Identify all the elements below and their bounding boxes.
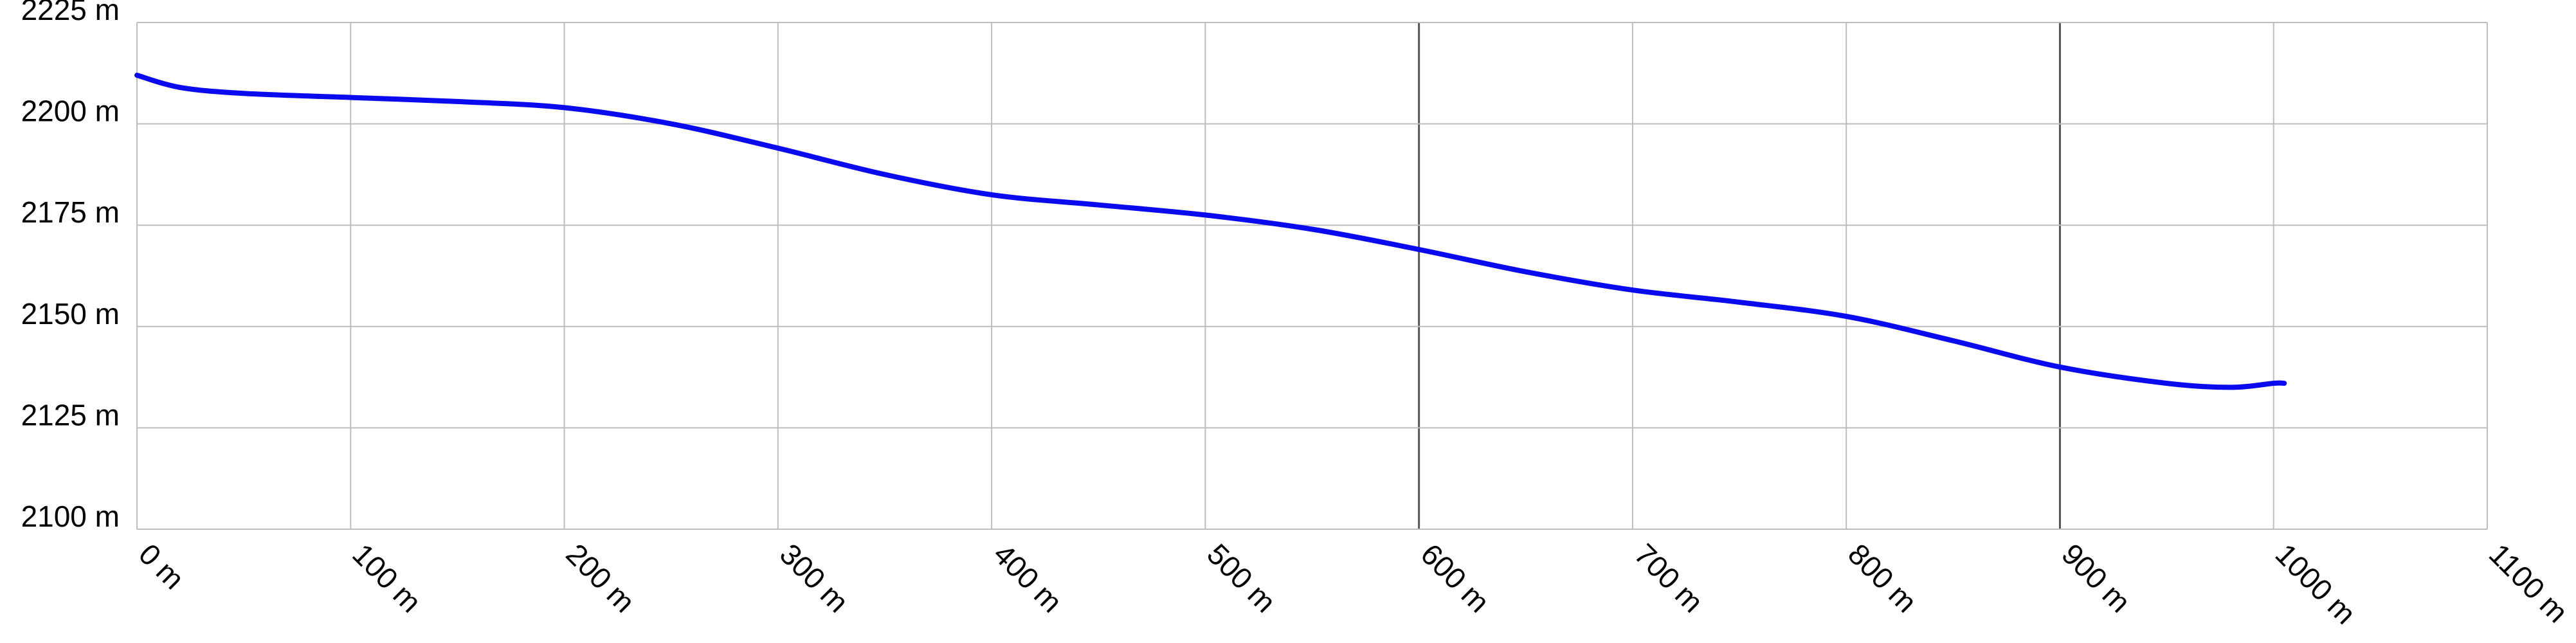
x-tick-label: 1100 m [2483,537,2575,629]
x-tick-label: 100 m [346,537,428,619]
y-tick-label: 2100 m [21,500,120,533]
y-tick-label: 2200 m [21,95,120,128]
y-tick-label: 2175 m [21,195,120,229]
x-tick-label: 600 m [1415,537,1496,619]
elevation-series-line [134,73,2287,390]
x-tick-label: 200 m [559,537,641,619]
y-axis-labels: 2225 m 2200 m 2175 m 2150 m 2125 m 2100 m [21,0,120,533]
grid [136,22,2488,530]
y-tick-label: 2150 m [21,297,120,331]
x-tick-label: 500 m [1201,537,1282,619]
x-tick-label: 900 m [2055,537,2137,619]
series-layer [134,73,2287,390]
x-tick-label: 700 m [1628,537,1710,619]
x-tick-label: 400 m [987,537,1069,619]
y-tick-label: 2225 m [21,0,120,26]
x-tick-label: 1000 m [2269,537,2363,630]
x-tick-label: 300 m [774,537,855,619]
y-tick-label: 2125 m [21,398,120,431]
x-tick-label: 0 m [132,537,191,595]
x-axis-labels: 0 m 100 m 200 m 300 m 400 m 500 m 600 m 700 m 80… [132,537,2575,630]
x-tick-label: 800 m [1842,537,1923,619]
